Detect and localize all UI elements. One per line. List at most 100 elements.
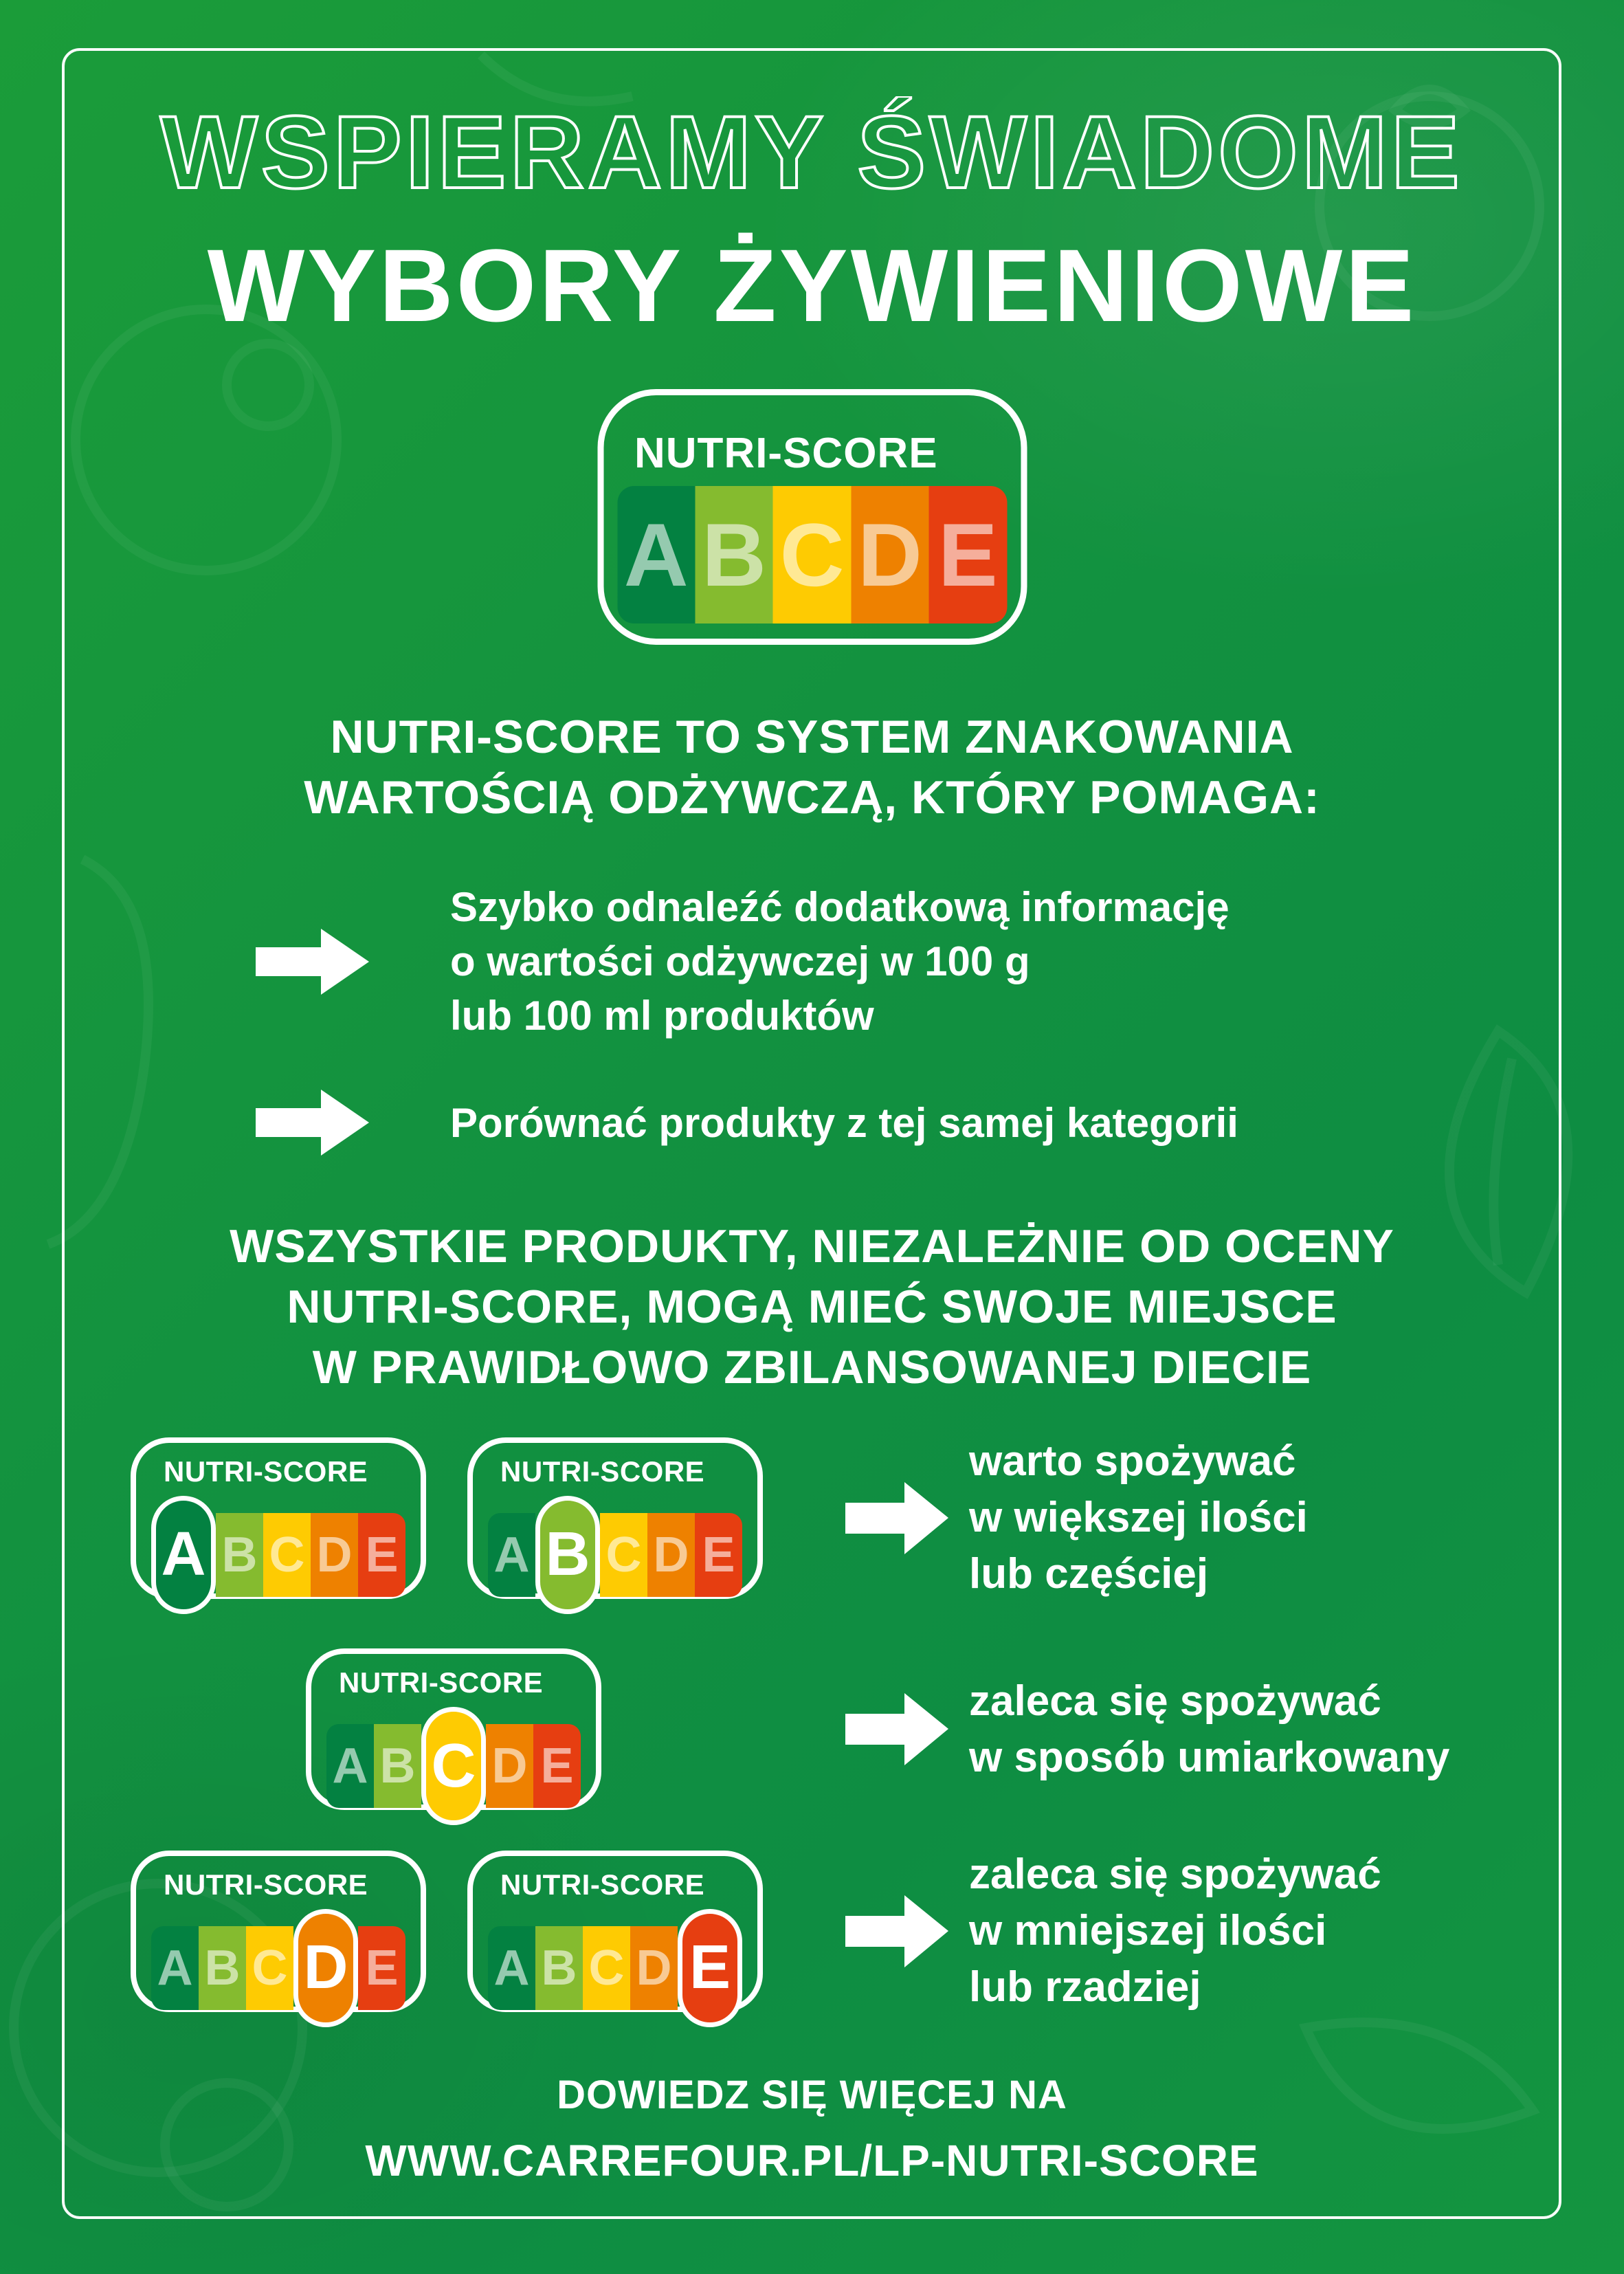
- scale-letter-d: D: [491, 1738, 528, 1793]
- arrow-right-shape: [845, 1895, 948, 1967]
- score-row-ab-badges: NUTRI-SCORE A B C D E NUTRI-SCORE A B C …: [131, 1437, 777, 1614]
- intro-heading-line-1: NUTRI-SCORE TO SYSTEM ZNAKOWANIA: [330, 711, 1294, 763]
- nutri-score-badge-main: NUTRI-SCORE A B C D E: [597, 389, 1027, 645]
- scale-letter-e: E: [689, 1933, 731, 2002]
- scale-letter-a: A: [157, 1940, 193, 1996]
- scale-segment-b: B: [695, 486, 773, 623]
- scale-letter-d: D: [857, 505, 922, 605]
- middle-heading: WSZYSTKIE PRODUKTY, NIEZALEŻNIE OD OCENY…: [0, 1216, 1624, 1398]
- bullet-quick-info-text: Szybko odnaleźć dodatkową informację o w…: [450, 880, 1230, 1043]
- scale-letter-b: B: [702, 505, 767, 605]
- scale-letter-d: D: [303, 1933, 348, 2002]
- nutri-score-badge-b: NUTRI-SCORE A B C D E: [467, 1437, 763, 1614]
- scale-segment-a: A: [617, 486, 696, 623]
- scale-segment-e: E: [928, 486, 1008, 623]
- bullet-quick-info: Szybko odnaleźć dodatkową informację o w…: [256, 880, 1230, 1043]
- scale-letter-d: D: [316, 1527, 353, 1582]
- scale-letter-a: A: [493, 1527, 530, 1582]
- arrow-right-shape: [845, 1693, 948, 1765]
- score-row-c-text: zaleca się spożywać w sposób umiarkowany: [969, 1673, 1449, 1786]
- scale-segment-d: D: [647, 1512, 695, 1597]
- doodle-pod: [1299, 2018, 1540, 2134]
- doodle-circle: [222, 339, 314, 431]
- middle-heading-line-1: WSZYSTKIE PRODUKTY, NIEZALEŻNIE OD OCENY: [230, 1220, 1394, 1272]
- scale-letter-d: D: [636, 1940, 672, 1996]
- bullet-compare-text: Porównać produkty z tej samej kategorii: [450, 1096, 1238, 1150]
- scale-segment-a-highlighted: A: [151, 1495, 216, 1614]
- scale-letter-c: C: [431, 1731, 476, 1800]
- scale-letter-a: A: [493, 1940, 530, 1996]
- nutri-score-scale: A B C D E: [617, 486, 1008, 623]
- scale-letter-c: C: [588, 1940, 625, 1996]
- row-text-line: w większej ilości: [969, 1494, 1308, 1541]
- scale-segment-c: C: [583, 1925, 630, 2010]
- footer-url: WWW.CARREFOUR.PL/LP-NUTRI-SCORE: [365, 2136, 1259, 2185]
- scale-segment-d: D: [486, 1724, 533, 1808]
- scale-segment-e: E: [358, 1925, 405, 2010]
- scale-letter-c: C: [779, 505, 845, 605]
- scale-letter-b: B: [204, 1940, 241, 1996]
- scale-letter-c: C: [252, 1940, 288, 1996]
- nutri-score-scale-d: A B C D E: [151, 1908, 405, 2027]
- doodle-circle: [71, 305, 342, 575]
- scale-segment-c: C: [246, 1925, 293, 2010]
- bullet-line: o wartości odżywczej w 100 g: [450, 938, 1030, 984]
- doodle-leaf: [1444, 1024, 1573, 1299]
- arrow-right-shape: [256, 1090, 369, 1156]
- nutri-score-badge-d: NUTRI-SCORE A B C D E: [131, 1850, 426, 2027]
- row-text-line: w sposób umiarkowany: [969, 1733, 1450, 1781]
- doodle-circle: [160, 2078, 293, 2211]
- bullet-compare: Porównać produkty z tej samej kategorii: [256, 1090, 1238, 1156]
- scale-segment-a: A: [151, 1925, 199, 2010]
- arrow-right-shape: [845, 1481, 948, 1554]
- scale-letter-e: E: [937, 505, 998, 605]
- score-row-de-badges: NUTRI-SCORE A B C D E NUTRI-SCORE A B C …: [131, 1850, 777, 2027]
- scale-segment-e-highlighted: E: [678, 1908, 742, 2027]
- middle-heading-line-3: W PRAWIDŁOWO ZBILANSOWANEJ DIECIE: [312, 1341, 1312, 1393]
- scale-letter-b: B: [545, 1520, 590, 1589]
- score-row-ab-text: warto spożywać w większej ilości lub czę…: [969, 1433, 1308, 1602]
- scale-segment-b: B: [199, 1925, 246, 2010]
- scale-letter-e: E: [365, 1940, 399, 1996]
- scale-segment-d: D: [851, 486, 929, 623]
- scale-segment-c: C: [600, 1512, 647, 1597]
- scale-letter-e: E: [702, 1527, 735, 1582]
- bullet-line: Porównać produkty z tej samej kategorii: [450, 1099, 1238, 1146]
- scale-letter-c: C: [269, 1527, 305, 1582]
- row-text-line: lub częściej: [969, 1550, 1209, 1598]
- poster-title-outline-text: WSPIERAMY ŚWIADOME: [160, 96, 1463, 210]
- doodle-stem: [478, 52, 634, 107]
- scale-letter-a: A: [161, 1520, 206, 1589]
- border-frame: [62, 48, 1561, 2219]
- nutri-score-label: NUTRI-SCORE: [339, 1666, 544, 1699]
- score-row-c: NUTRI-SCORE A B C D E zaleca się spożywa…: [131, 1648, 1449, 1825]
- row-text-line: warto spożywać: [969, 1437, 1296, 1485]
- scale-segment-a: A: [488, 1925, 535, 2010]
- doodle-tomato: [1315, 91, 1544, 321]
- bullet-line: lub 100 ml produktów: [450, 993, 874, 1039]
- scale-segment-a: A: [488, 1512, 535, 1597]
- scale-letter-b: B: [221, 1527, 258, 1582]
- scale-segment-c-highlighted: C: [421, 1707, 486, 1825]
- scale-segment-e: E: [695, 1512, 742, 1597]
- arrow-right-icon: [845, 1895, 948, 1967]
- middle-heading-line-2: NUTRI-SCORE, MOGĄ MIEĆ SWOJE MIEJSCE: [287, 1281, 1337, 1333]
- score-row-c-badges: NUTRI-SCORE A B C D E: [131, 1648, 777, 1825]
- arrow-right-icon: [845, 1693, 948, 1765]
- nutri-score-scale-a: A B C D E: [151, 1495, 405, 1614]
- scale-segment-b: B: [216, 1512, 263, 1597]
- scale-segment-b: B: [374, 1724, 421, 1808]
- score-row-de: NUTRI-SCORE A B C D E NUTRI-SCORE A B C …: [131, 1846, 1381, 2027]
- doodle-leaf-vein: [1489, 1057, 1517, 1266]
- scale-segment-e: E: [358, 1512, 405, 1597]
- nutri-score-scale-c: A B C D E: [326, 1707, 581, 1825]
- doodle-leaf: [1388, 85, 1471, 129]
- arrow-right-icon: [845, 1481, 948, 1554]
- scale-letter-b: B: [379, 1738, 416, 1793]
- arrow-right-icon: [256, 928, 369, 995]
- scale-letter-d: D: [653, 1527, 689, 1582]
- scale-letter-e: E: [365, 1527, 399, 1582]
- score-row-de-text: zaleca się spożywać w mniejszej ilości l…: [969, 1846, 1381, 2016]
